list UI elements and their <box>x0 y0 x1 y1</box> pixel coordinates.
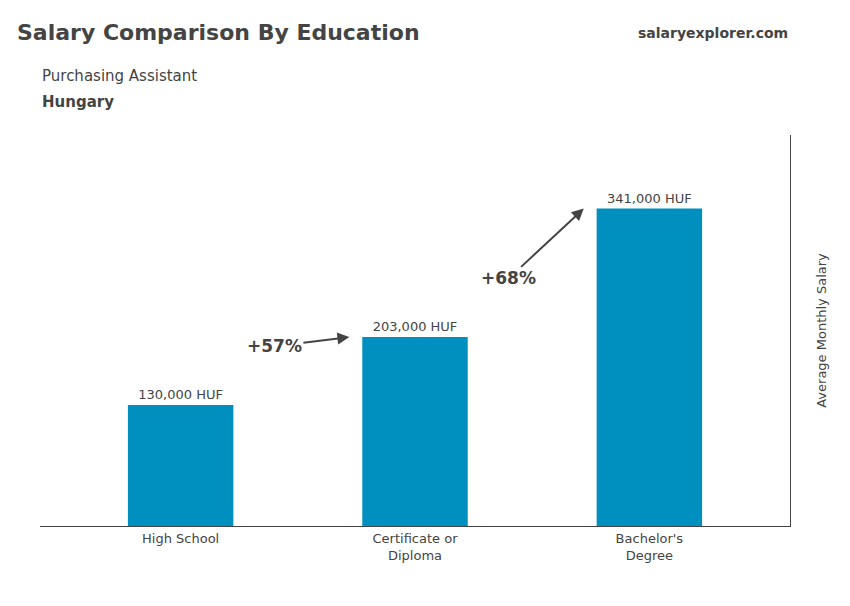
svg-text:salaryexplorer.com: salaryexplorer.com <box>638 25 788 41</box>
svg-text:Hungary: Hungary <box>42 93 114 111</box>
svg-text:+68%: +68% <box>481 268 536 288</box>
svg-text:341,000 HUF: 341,000 HUF <box>607 191 692 206</box>
svg-text:Certificate orDiploma: Certificate orDiploma <box>373 531 459 563</box>
svg-text:Salary Comparison By Education: Salary Comparison By Education <box>17 20 420 45</box>
svg-text:203,000 HUF: 203,000 HUF <box>373 319 458 334</box>
svg-text:Purchasing Assistant: Purchasing Assistant <box>42 67 197 85</box>
svg-text:Average Monthly Salary: Average Monthly Salary <box>814 253 829 408</box>
svg-text:High School: High School <box>142 531 219 546</box>
svg-text:+57%: +57% <box>247 336 302 356</box>
svg-text:Bachelor'sDegree: Bachelor'sDegree <box>616 531 684 563</box>
svg-text:130,000 HUF: 130,000 HUF <box>138 387 223 402</box>
